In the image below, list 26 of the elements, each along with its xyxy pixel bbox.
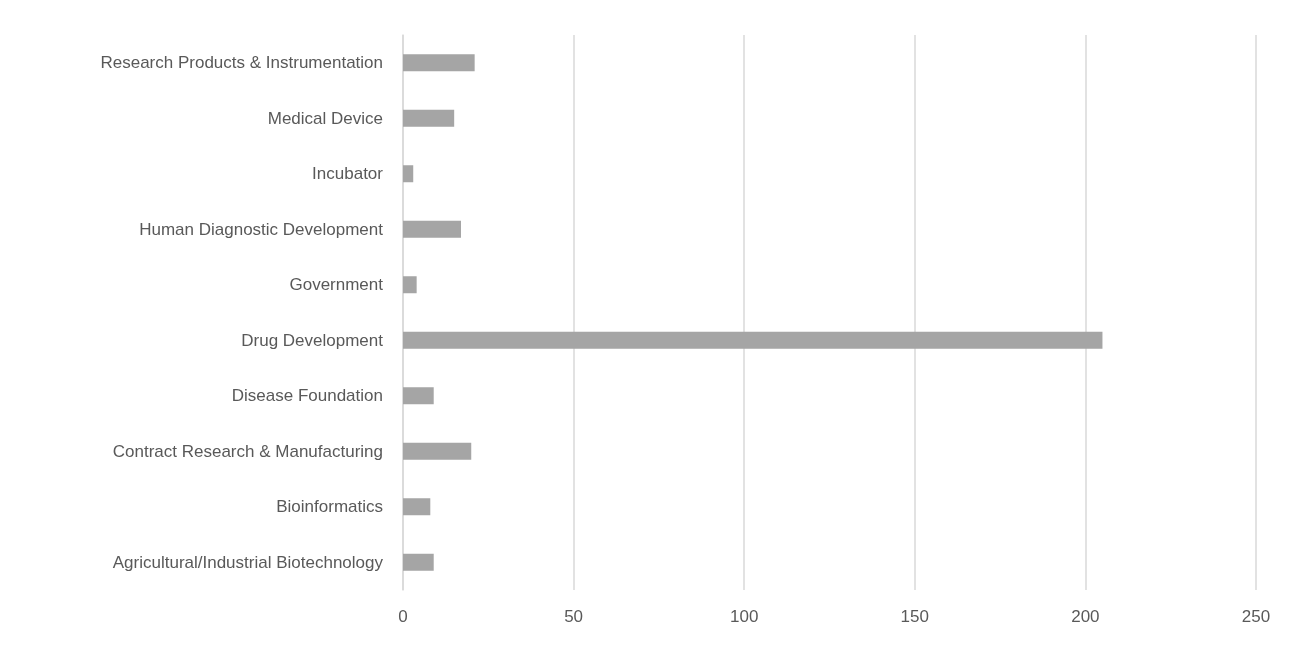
x-tick-label: 0 <box>398 607 408 626</box>
y-tick-label: Medical Device <box>267 108 383 128</box>
y-tick-label: Contract Research & Manufacturing <box>112 441 383 461</box>
y-tick-label: Drug Development <box>241 330 384 350</box>
bar <box>403 220 461 238</box>
bar <box>403 442 472 460</box>
x-tick-label: 150 <box>900 607 929 626</box>
y-tick-label: Incubator <box>312 164 384 184</box>
y-tick-label: Government <box>289 275 384 295</box>
bar <box>403 387 434 405</box>
x-tick-label: 250 <box>1241 607 1271 626</box>
bar <box>403 54 475 72</box>
x-tick-label: 50 <box>564 607 584 626</box>
bar <box>403 276 417 294</box>
x-tick-label: 100 <box>730 607 759 626</box>
x-tick-label: 200 <box>1071 607 1100 626</box>
y-tick-label: Bioinformatics <box>276 497 383 517</box>
bar <box>403 331 1103 349</box>
bar <box>403 109 455 127</box>
y-tick-label: Agricultural/Industrial Biotechnology <box>112 552 384 572</box>
y-tick-label: Research Products & Instrumentation <box>100 53 383 73</box>
y-tick-label: Human Diagnostic Development <box>139 219 384 239</box>
bar <box>403 553 434 571</box>
bar <box>403 498 431 516</box>
y-tick-label: Disease Foundation <box>231 386 383 406</box>
bar <box>403 165 414 183</box>
